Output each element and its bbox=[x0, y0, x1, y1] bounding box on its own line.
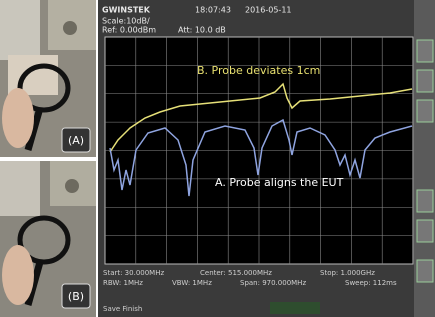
scale: Scale:10dB/ bbox=[102, 17, 150, 26]
stop: Stop: 1.000GHz bbox=[320, 269, 375, 277]
brand: GWINSTEK bbox=[102, 6, 151, 15]
time: 18:07:43 bbox=[195, 6, 231, 15]
center: Center: 515.000MHz bbox=[200, 269, 272, 277]
photo-label: (B) bbox=[68, 290, 84, 303]
ref: Ref: 0.00dBm bbox=[102, 26, 156, 35]
photo-a: (A) bbox=[0, 0, 96, 157]
annotation: B. Probe deviates 1cm bbox=[197, 64, 320, 77]
start: Start: 30.000MHz bbox=[103, 269, 164, 277]
photo-b: (B) bbox=[0, 161, 96, 317]
sweep: Sweep: 112ms bbox=[345, 279, 397, 287]
annotation: A. Probe aligns the EUT bbox=[215, 176, 344, 189]
indicator bbox=[270, 302, 320, 314]
status: Save Finish bbox=[103, 305, 142, 313]
rbw: RBW: 1MHz bbox=[103, 279, 143, 287]
vbw: VBW: 1MHz bbox=[172, 279, 212, 287]
photo-label: (A) bbox=[68, 134, 84, 147]
figure: (A) (B) GWINSTEK 18:07:43 2016-05-11 Sca… bbox=[0, 0, 435, 317]
att: Att: 10.0 dB bbox=[178, 26, 226, 35]
date: 2016-05-11 bbox=[245, 6, 292, 15]
span: Span: 970.000MHz bbox=[240, 279, 306, 287]
